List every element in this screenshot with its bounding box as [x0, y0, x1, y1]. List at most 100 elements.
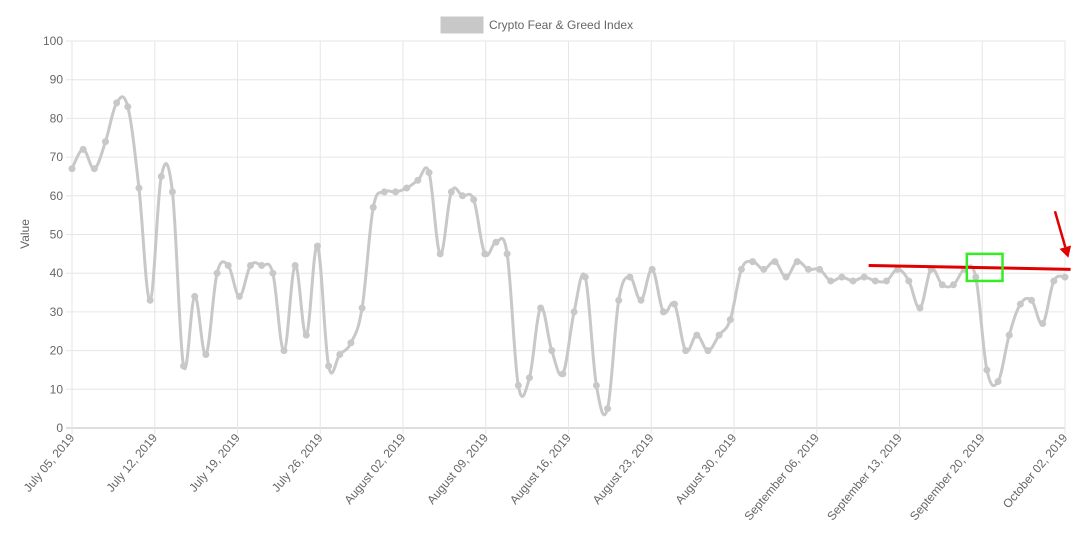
y-tick-label: 90: [50, 73, 64, 87]
annotations: [868, 210, 1072, 283]
y-tick-label: 60: [50, 189, 64, 203]
data-point: [972, 273, 980, 281]
data-point: [626, 273, 634, 281]
data-point: [1061, 273, 1069, 281]
data-point: [570, 308, 578, 316]
y-axis-ticks: 0 10 20 30 40 50 60 70 80 90 100: [43, 34, 63, 435]
data-point: [358, 304, 366, 312]
y-tick-label: 100: [43, 34, 63, 48]
legend[interactable]: Crypto Fear & Greed Index: [440, 16, 633, 34]
data-point: [425, 169, 433, 177]
data-point: [180, 362, 188, 370]
y-axis-title: Value: [18, 219, 32, 249]
data-point: [492, 238, 500, 246]
data-point: [693, 331, 701, 339]
data-point: [380, 188, 388, 196]
x-tick-label: October 02, 2019: [1000, 431, 1071, 511]
data-point: [827, 277, 835, 285]
data-point: [157, 172, 165, 180]
data-point: [313, 242, 321, 250]
data-point: [369, 203, 377, 211]
y-tick-label: 30: [50, 305, 64, 319]
data-point: [793, 258, 801, 266]
data-point: [503, 250, 511, 258]
data-point: [871, 277, 879, 285]
data-point: [514, 381, 522, 389]
data-point: [79, 145, 87, 153]
y-tick-label: 70: [50, 150, 64, 164]
data-point: [470, 196, 478, 204]
data-point: [916, 304, 924, 312]
data-point: [938, 281, 946, 289]
data-point: [949, 281, 957, 289]
data-point: [302, 331, 310, 339]
x-axis-ticks: July 05, 2019 July 12, 2019 July 19, 2019 J…: [21, 431, 1071, 524]
data-point: [269, 269, 277, 277]
data-point: [760, 265, 768, 273]
y-tick-label: 20: [50, 344, 64, 358]
data-point: [670, 300, 678, 308]
x-tick-label: July 26, 2019: [269, 431, 326, 495]
data-point: [135, 184, 143, 192]
x-tick-label: September 20, 2019: [907, 431, 988, 524]
data-point: [124, 103, 132, 111]
data-point: [882, 277, 890, 285]
annotation-green-box: [965, 252, 1004, 283]
data-point: [838, 273, 846, 281]
data-point: [436, 250, 444, 258]
data-point: [325, 362, 333, 370]
data-point: [804, 265, 812, 273]
data-point: [258, 261, 266, 269]
data-point: [280, 347, 288, 355]
x-tick-label: July 19, 2019: [186, 431, 243, 495]
data-point: [191, 292, 199, 300]
annotation-arrow-shaft: [1053, 210, 1067, 248]
x-tick-label: August 16, 2019: [507, 431, 574, 507]
data-point: [202, 350, 210, 358]
data-point: [816, 265, 824, 273]
data-point: [1028, 296, 1036, 304]
data-point: [615, 296, 623, 304]
data-points: [68, 99, 1069, 413]
data-point: [1016, 300, 1024, 308]
y-tick-label: 40: [50, 266, 64, 280]
data-point: [447, 188, 455, 196]
data-point: [1039, 320, 1047, 328]
x-tick-label: July 12, 2019: [103, 431, 160, 495]
data-point: [704, 347, 712, 355]
annotation-red-line: [868, 263, 1071, 271]
data-point: [682, 347, 690, 355]
x-tick-label: August 23, 2019: [590, 431, 657, 507]
data-point: [1050, 277, 1058, 285]
data-point: [213, 269, 221, 277]
data-point: [113, 99, 121, 107]
data-point: [782, 273, 790, 281]
data-point: [749, 258, 757, 266]
data-point: [648, 265, 656, 273]
y-tick-label: 0: [56, 421, 63, 435]
data-point: [604, 405, 612, 413]
y-tick-label: 10: [50, 382, 64, 396]
x-tick-label: August 30, 2019: [672, 431, 739, 507]
x-tick-label: September 13, 2019: [824, 431, 905, 524]
annotation-arrow-head: [1059, 245, 1072, 258]
x-tick-label: September 06, 2019: [741, 431, 822, 524]
data-point: [581, 273, 589, 281]
data-point: [168, 188, 176, 196]
data-point: [737, 265, 745, 273]
data-point: [994, 378, 1002, 386]
data-point: [726, 316, 734, 324]
x-tick-label: July 05, 2019: [21, 431, 78, 495]
x-tick-label: August 02, 2019: [341, 431, 408, 507]
legend-label: Crypto Fear & Greed Index: [489, 18, 633, 32]
y-tick-label: 50: [50, 228, 64, 242]
data-point: [403, 184, 411, 192]
data-point: [548, 347, 556, 355]
data-point: [392, 188, 400, 196]
data-point: [224, 261, 232, 269]
data-point: [983, 366, 991, 374]
legend-swatch[interactable]: [440, 16, 484, 34]
data-point: [291, 261, 299, 269]
data-point: [525, 374, 533, 382]
